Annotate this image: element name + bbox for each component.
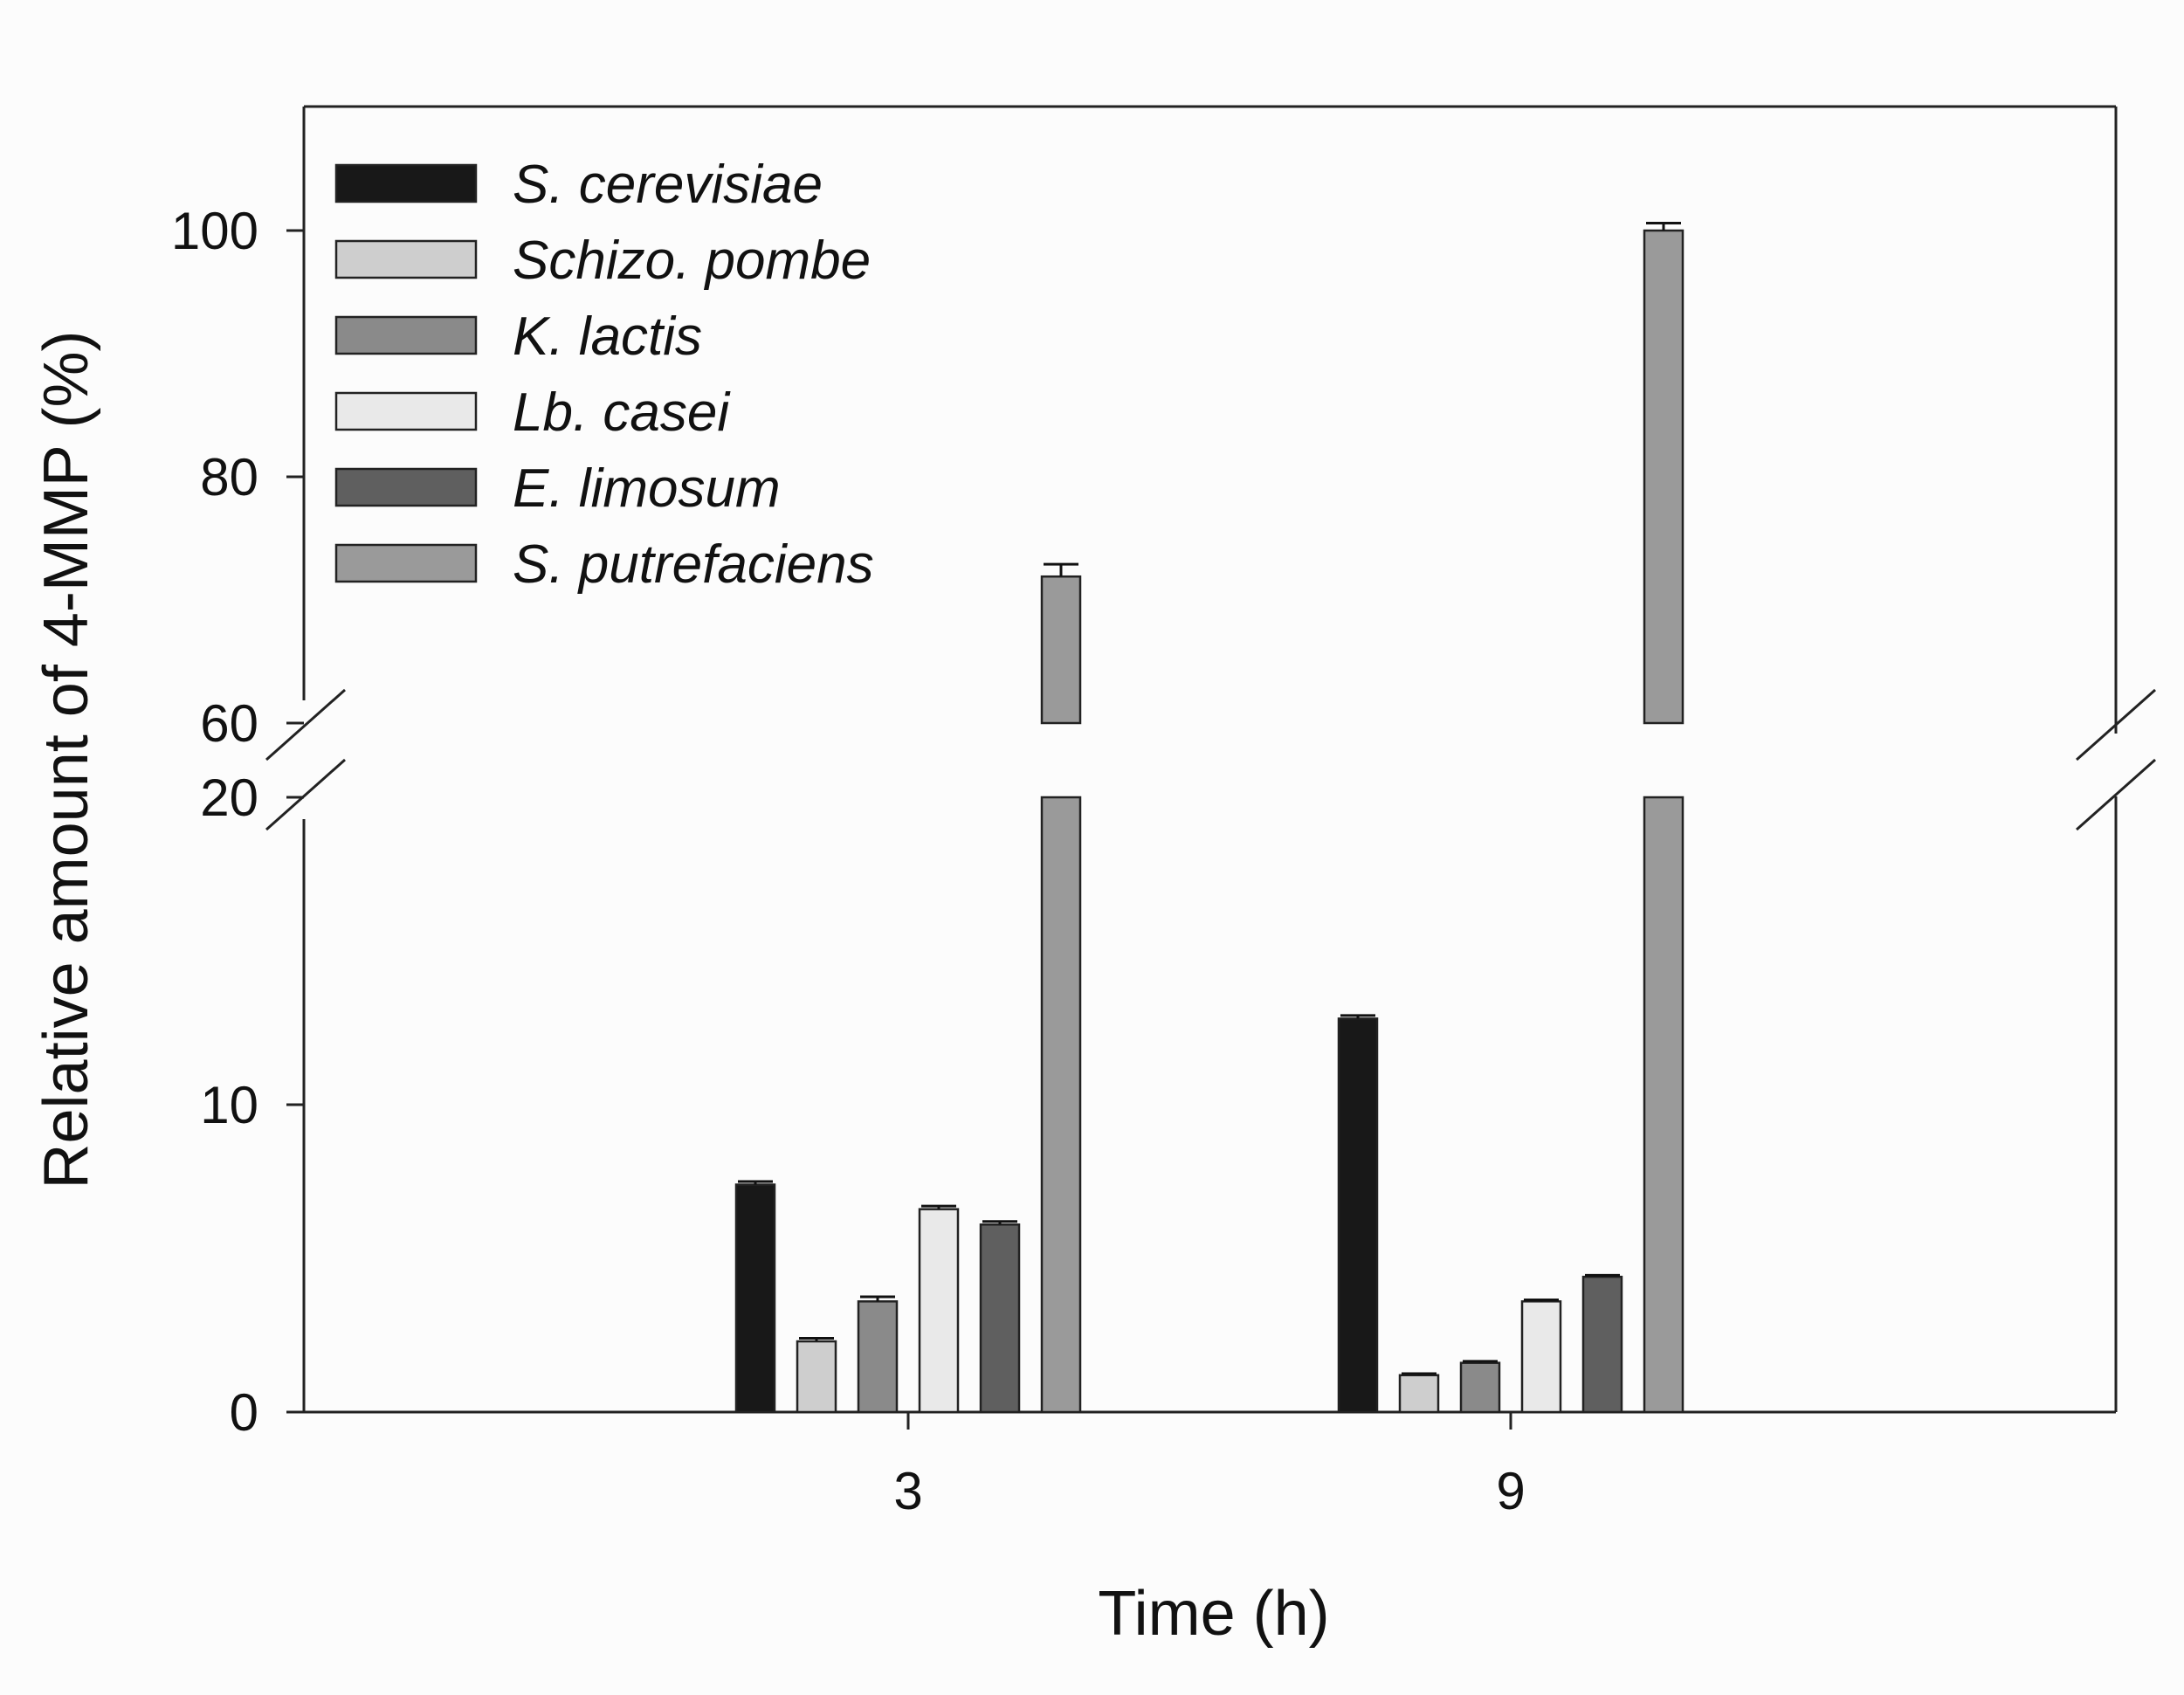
y-tick-label: 0 (230, 1383, 258, 1442)
bar-upper-segment (1643, 229, 1685, 725)
axis-break-mark-left-lower (265, 758, 346, 831)
bar (1459, 1361, 1501, 1414)
y-tick-label: 10 (200, 1076, 258, 1134)
x-tick-label: 3 (893, 1462, 922, 1520)
legend-swatch (334, 391, 478, 431)
x-tick-label: 9 (1496, 1462, 1525, 1520)
legend-swatch (334, 543, 478, 583)
legend-swatch (334, 467, 478, 507)
legend-label: K. lactis (513, 307, 702, 367)
y-tick-label: 80 (200, 448, 258, 506)
bar (1337, 1017, 1379, 1414)
y-tick-label: 20 (200, 768, 258, 827)
bar-lower-segment (1643, 796, 1685, 1414)
legend-label: S. cerevisiae (513, 155, 823, 215)
axis-break-mark-right-lower (2076, 758, 2156, 831)
bar (857, 1300, 899, 1414)
legend-swatch (334, 315, 478, 355)
y-tick-label: 100 (171, 202, 258, 260)
legend-label: S. putrefaciens (513, 534, 874, 595)
legend-label: E. limosum (513, 458, 781, 519)
bar-upper-segment (1040, 575, 1082, 725)
legend-label: Lb. casei (513, 382, 731, 443)
x-axis-title: Time (h) (1098, 1579, 1329, 1649)
bar-lower-segment (1040, 796, 1082, 1414)
legend-label: Schizo. pombe (513, 231, 871, 291)
bar (918, 1208, 960, 1414)
axis-break-mark-right-upper (2076, 688, 2156, 761)
y-axis-title: Relative amount of 4-MMP (%) (31, 330, 101, 1189)
bar (1398, 1374, 1440, 1414)
bar (1581, 1275, 1623, 1414)
bar (796, 1340, 837, 1414)
legend-swatch (334, 239, 478, 279)
bar (734, 1183, 776, 1414)
bar (979, 1223, 1021, 1414)
y-tick-label: 60 (200, 694, 258, 753)
legend-swatch (334, 163, 478, 203)
bar (1520, 1300, 1562, 1414)
axis-break-mark-left-upper (265, 688, 346, 761)
